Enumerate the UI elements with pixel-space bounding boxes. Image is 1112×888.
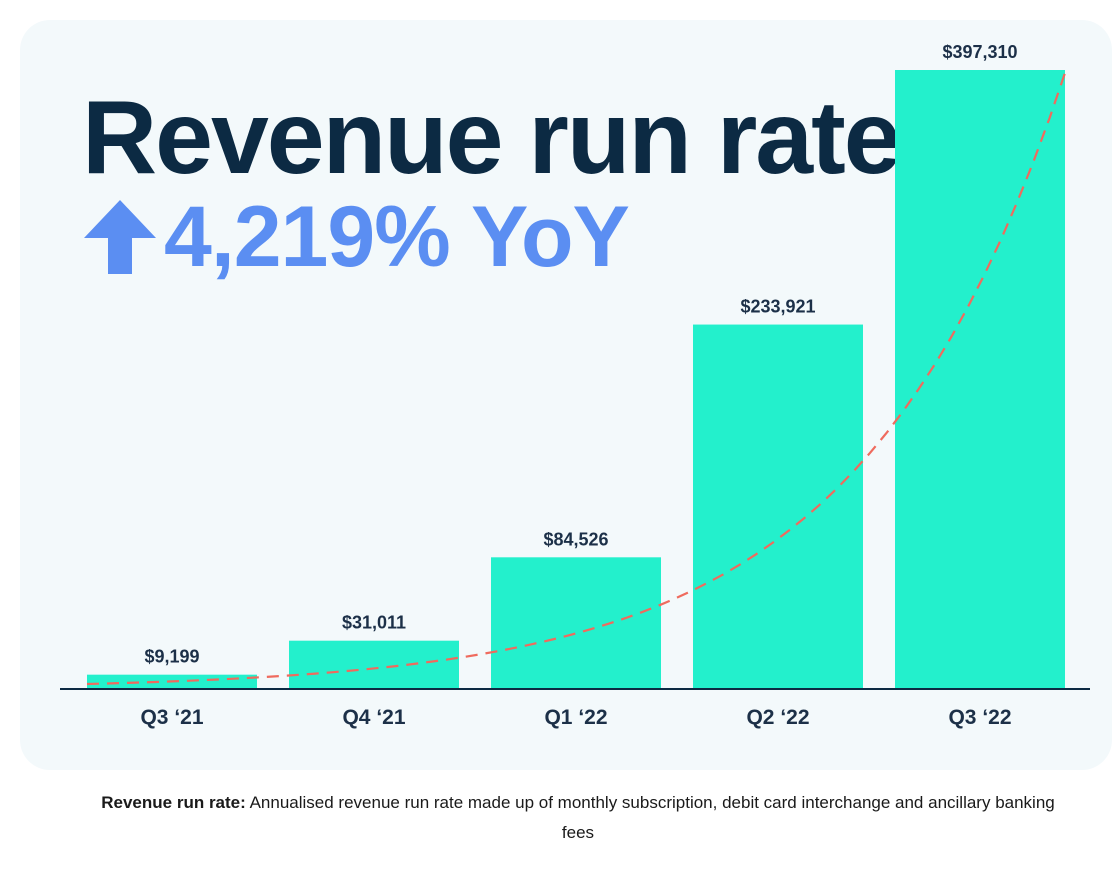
bar-chart: $9,199 $31,011 $84,526 $233,921 $397,310 Q3 … [60, 42, 1090, 729]
bar [491, 557, 661, 689]
category-label: Q1 ‘22 [544, 706, 607, 729]
value-labels-group: $9,199 $31,011 $84,526 $233,921 $397,310 [144, 42, 1017, 667]
value-label: $9,199 [144, 647, 199, 667]
footnote-text: Annualised revenue run rate made up of m… [245, 793, 1055, 842]
category-label: Q3 ‘21 [140, 706, 203, 729]
bar [895, 70, 1065, 689]
arrow-up-icon [84, 200, 156, 274]
value-label: $84,526 [543, 529, 608, 549]
bars-group [87, 70, 1065, 689]
category-label: Q4 ‘21 [342, 706, 405, 729]
category-label: Q2 ‘22 [746, 706, 809, 729]
category-label: Q3 ‘22 [948, 706, 1011, 729]
bar [289, 640, 459, 689]
bar [693, 324, 863, 689]
category-labels-group: Q3 ‘21 Q4 ‘21 Q1 ‘22 Q2 ‘22 Q3 ‘22 [140, 706, 1011, 729]
growth-text: 4,219% YoY [164, 189, 630, 285]
trend-line [86, 69, 1068, 686]
growth-headline: 4,219% YoY [82, 189, 630, 285]
value-label: $397,310 [942, 42, 1017, 62]
value-label: $31,011 [342, 613, 406, 633]
chart-title: Revenue run rate [82, 80, 902, 196]
footnote-label: Revenue run rate: [101, 793, 246, 812]
footnote: Revenue run rate: Annualised revenue run… [90, 788, 1066, 848]
value-label: $233,921 [740, 297, 815, 317]
arrow-up-icon-shape [84, 200, 156, 274]
